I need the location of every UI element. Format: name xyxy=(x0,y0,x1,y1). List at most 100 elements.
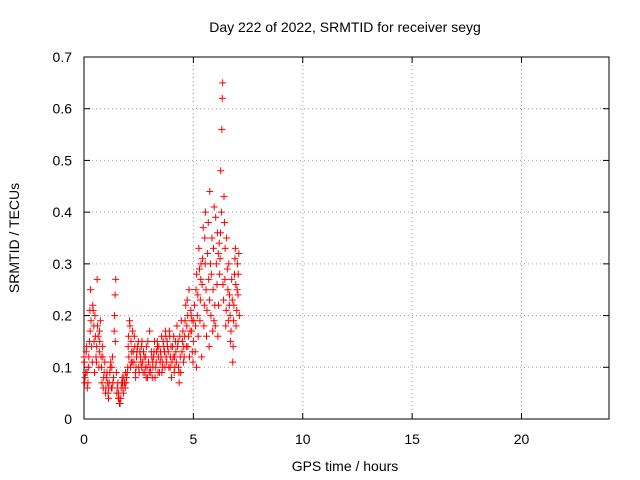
data-point xyxy=(112,368,120,376)
data-point xyxy=(91,312,99,320)
data-point xyxy=(107,358,115,366)
data-point xyxy=(233,306,241,314)
data-point xyxy=(220,193,228,201)
data-point xyxy=(232,281,240,289)
data-point xyxy=(166,363,174,371)
data-point xyxy=(231,270,238,278)
data-point xyxy=(214,332,222,340)
data-point xyxy=(222,322,230,330)
data-point xyxy=(121,384,129,392)
x-tick-label: 5 xyxy=(189,431,197,447)
data-point xyxy=(214,250,222,258)
data-point xyxy=(129,327,137,335)
data-point xyxy=(221,275,229,283)
data-point xyxy=(96,317,104,325)
data-point xyxy=(235,312,243,320)
data-point xyxy=(172,358,180,366)
data-point xyxy=(205,275,213,283)
data-point xyxy=(173,322,181,330)
data-point xyxy=(132,374,140,382)
data-point xyxy=(198,353,206,361)
data-point xyxy=(111,291,119,299)
data-point xyxy=(105,394,112,402)
data-point xyxy=(115,399,123,407)
data-point xyxy=(219,79,227,87)
data-point xyxy=(185,286,193,294)
data-point xyxy=(188,327,196,335)
data-point xyxy=(206,296,214,304)
data-point xyxy=(227,327,235,335)
data-point xyxy=(203,332,210,340)
data-point xyxy=(153,348,161,356)
data-point xyxy=(87,286,95,294)
data-point xyxy=(204,250,212,258)
data-point xyxy=(227,337,235,345)
data-point xyxy=(134,337,142,345)
data-point xyxy=(144,337,152,345)
x-tick-label: 20 xyxy=(514,431,530,447)
x-tick-label: 10 xyxy=(295,431,311,447)
data-point xyxy=(226,312,234,320)
data-point xyxy=(211,322,219,330)
data-point xyxy=(196,296,204,304)
data-point xyxy=(200,301,208,309)
data-point xyxy=(109,379,117,387)
plot-frame xyxy=(83,56,610,420)
data-point xyxy=(201,260,209,268)
data-point xyxy=(158,368,166,376)
data-point xyxy=(210,203,218,211)
x-tick-label: 0 xyxy=(80,431,88,447)
y-tick-label: 0 xyxy=(64,411,72,427)
data-point xyxy=(207,312,215,320)
data-point xyxy=(175,379,183,387)
data-point xyxy=(112,275,120,283)
data-point xyxy=(199,255,207,263)
axis-ticks: 0 0.1 0.2 0.3 0.4 0.5 0.6 0.7 0 5 10 15 20 xyxy=(53,49,609,447)
x-axis-label: GPS time / hours xyxy=(292,458,399,474)
data-point xyxy=(208,234,216,242)
data-point xyxy=(110,327,118,335)
data-point xyxy=(182,301,190,309)
data-point xyxy=(142,374,150,382)
data-point xyxy=(234,291,242,299)
data-point xyxy=(91,332,99,340)
data-point xyxy=(102,374,110,382)
data-point xyxy=(152,363,160,371)
data-point xyxy=(206,187,214,195)
y-axis-label: SRMTID / TECUs xyxy=(6,183,22,293)
data-point xyxy=(196,317,204,325)
data-point xyxy=(199,224,207,232)
data-point xyxy=(145,368,153,376)
data-point xyxy=(105,384,113,392)
data-point xyxy=(114,394,122,402)
data-point xyxy=(146,327,154,335)
data-point xyxy=(197,275,205,283)
data-point xyxy=(83,384,91,392)
data-point xyxy=(202,286,210,294)
data-point xyxy=(200,322,208,330)
data-point xyxy=(185,332,193,340)
data-point xyxy=(196,265,203,273)
y-tick-label: 0.4 xyxy=(53,204,73,220)
data-point xyxy=(212,213,220,221)
data-point xyxy=(203,306,211,314)
data-point xyxy=(225,301,233,309)
data-point xyxy=(219,281,227,289)
x-tick-label: 15 xyxy=(404,431,420,447)
data-point xyxy=(123,368,131,376)
data-point xyxy=(156,358,164,366)
data-point xyxy=(198,281,206,289)
data-point xyxy=(125,332,133,340)
data-point xyxy=(207,270,215,278)
data-points xyxy=(80,79,243,407)
data-point xyxy=(176,332,184,340)
data-point xyxy=(220,218,228,226)
data-point xyxy=(185,353,193,361)
data-point xyxy=(189,337,197,345)
data-point xyxy=(174,343,182,351)
data-point xyxy=(167,343,175,351)
data-point xyxy=(86,327,94,335)
data-point xyxy=(211,301,219,309)
data-point xyxy=(192,322,200,330)
data-point xyxy=(228,296,236,304)
